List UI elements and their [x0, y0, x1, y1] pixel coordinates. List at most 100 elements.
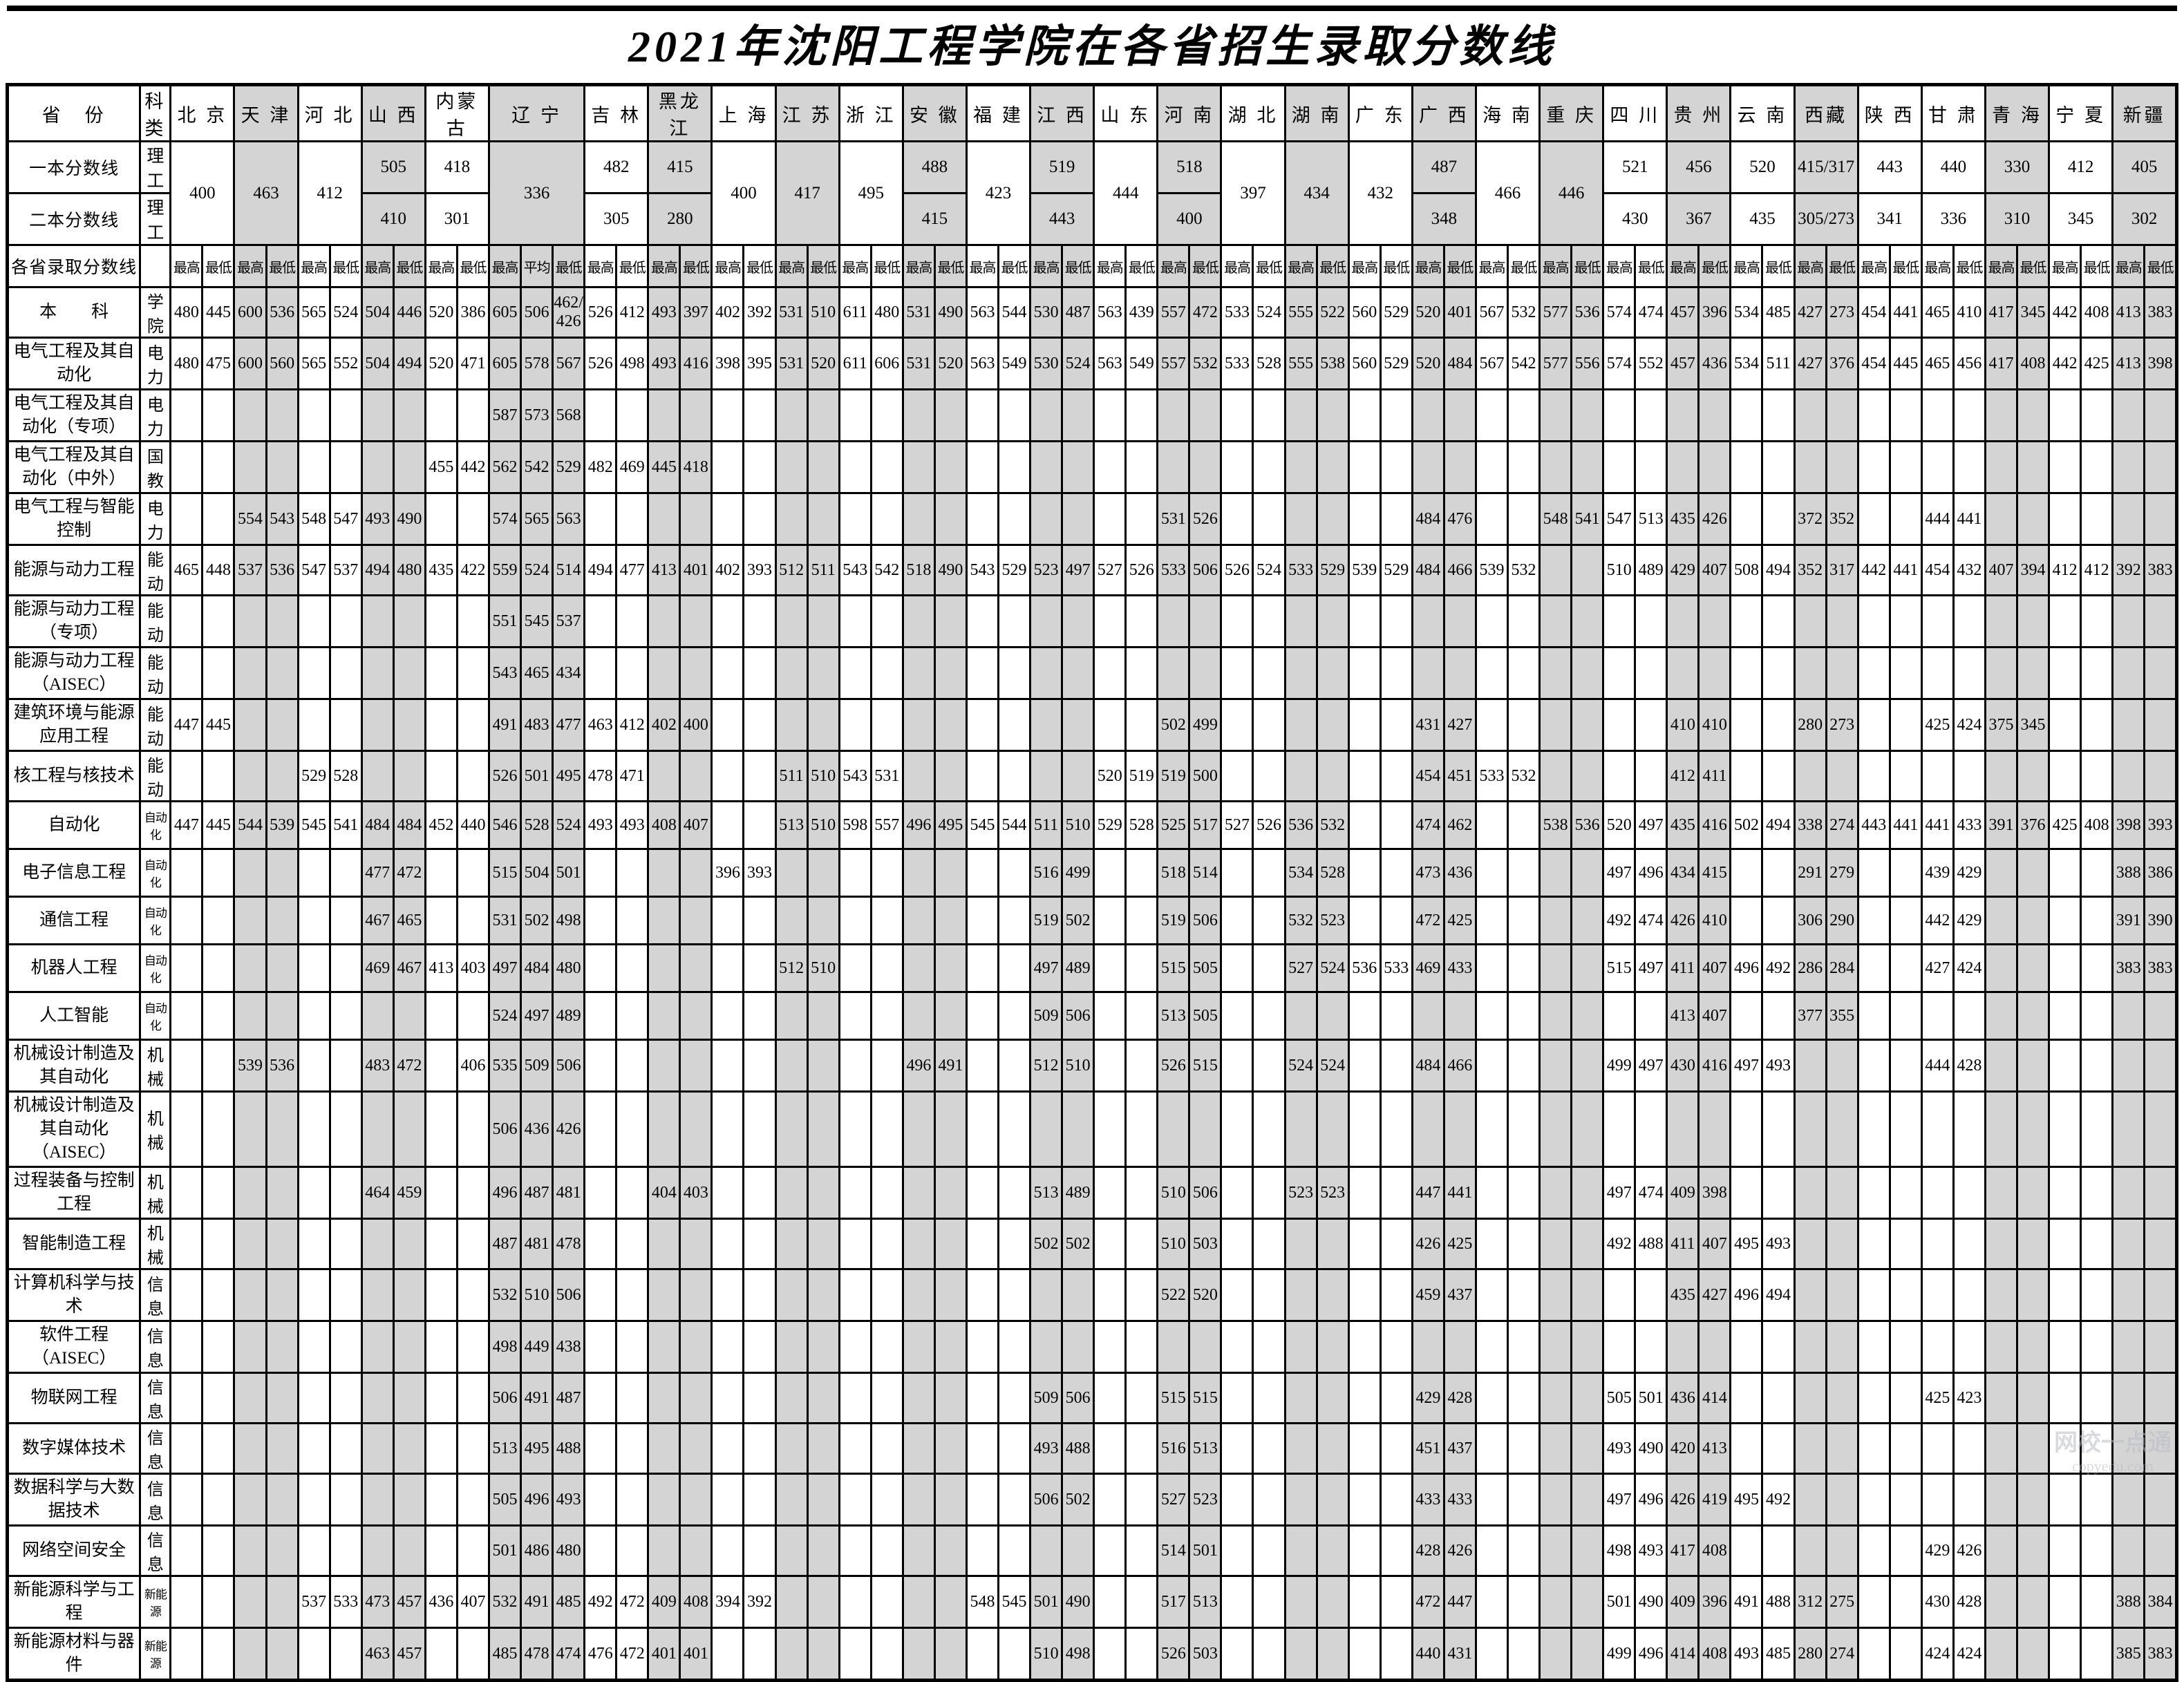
- score-cell: 513: [774, 800, 809, 850]
- score-cell: 554: [233, 492, 267, 546]
- batch-score: 412: [2048, 140, 2114, 194]
- score-cell: [965, 1372, 999, 1424]
- score-cell: [583, 594, 618, 648]
- score-cell: 436: [520, 1090, 554, 1168]
- score-cell: [201, 1372, 236, 1424]
- score-cell: [1474, 1372, 1509, 1424]
- score-cell: 538: [1315, 337, 1350, 390]
- score-cell: [933, 943, 968, 993]
- score-cell: [233, 848, 267, 898]
- score-cell: [1347, 1372, 1382, 1424]
- score-cell: 411: [1666, 943, 1700, 993]
- score-cell: [201, 492, 236, 546]
- score-cell: [1856, 440, 1891, 494]
- score-cell: 417: [1984, 286, 2018, 339]
- score-cell: [1793, 1524, 1827, 1577]
- score-cell: [1124, 1268, 1159, 1322]
- score-cell: [296, 646, 331, 700]
- score-cell: [169, 1524, 204, 1577]
- score-cell: 518: [1156, 848, 1191, 898]
- score-cell: [1538, 1166, 1573, 1220]
- score-cell: 515: [487, 848, 523, 898]
- score-cell: [1347, 1422, 1382, 1475]
- score-cell: [1124, 1422, 1159, 1475]
- score-cell: 372: [1793, 492, 1827, 546]
- score-cell: [1793, 1473, 1827, 1527]
- batch-score: 305: [583, 192, 650, 246]
- score-cell: 413: [2111, 337, 2146, 390]
- score-cell: [2080, 896, 2114, 945]
- score-cell: [647, 1524, 681, 1577]
- score-cell: 428: [1442, 1372, 1477, 1424]
- province-header: 西藏: [1793, 84, 1859, 142]
- score-cell: [1188, 388, 1223, 442]
- score-cell: 563: [552, 492, 586, 546]
- score-cell: [169, 848, 204, 898]
- score-cell: 345: [2015, 698, 2051, 752]
- score-cell: [933, 1372, 968, 1424]
- score-cell: [806, 1422, 840, 1475]
- score-cell: [169, 646, 204, 700]
- score-cell: 454: [1411, 750, 1445, 802]
- score-cell: [710, 1268, 745, 1322]
- score-cell: [2143, 646, 2178, 700]
- score-cell: [424, 1218, 458, 1270]
- major-name: 能源与动力工程: [6, 544, 142, 596]
- score-cell: [997, 1268, 1032, 1322]
- score-cell: 529: [296, 750, 331, 802]
- score-cell: [201, 991, 236, 1041]
- score-cell: [1315, 991, 1350, 1041]
- score-cell: [1315, 492, 1350, 546]
- batch-category: 理工: [139, 140, 172, 194]
- stat-subheader: 最高: [1602, 244, 1637, 288]
- score-cell: [679, 1039, 713, 1093]
- score-cell: 563: [1093, 286, 1127, 339]
- score-cell: [1888, 1268, 1923, 1322]
- score-cell: 524: [1252, 286, 1286, 339]
- score-cell: [201, 646, 236, 700]
- score-cell: 560: [1347, 286, 1382, 339]
- score-cell: [1379, 388, 1413, 442]
- score-cell: [806, 1166, 840, 1220]
- score-cell: 437: [1442, 1422, 1477, 1475]
- score-cell: [1315, 1627, 1350, 1681]
- score-cell: [1952, 594, 1986, 648]
- score-cell: [1506, 896, 1541, 945]
- score-cell: [1379, 594, 1413, 648]
- batch-score: 417: [774, 140, 840, 246]
- batch-score: 418: [424, 140, 490, 194]
- score-cell: [1474, 492, 1509, 546]
- batch-score: 495: [838, 140, 904, 246]
- score-cell: [1793, 594, 1827, 648]
- score-cell: [328, 1524, 363, 1577]
- score-cell: 436: [1666, 1372, 1700, 1424]
- score-cell: [1666, 1320, 1700, 1374]
- province-header: 内蒙古: [424, 84, 490, 142]
- score-cell: 522: [1156, 1268, 1191, 1322]
- score-cell: 447: [169, 800, 204, 850]
- score-cell: 563: [1093, 337, 1127, 390]
- score-cell: [296, 1090, 331, 1168]
- province-header: 江 苏: [774, 84, 840, 142]
- score-cell: 497: [487, 943, 523, 993]
- score-cell: [1379, 991, 1413, 1041]
- score-cell: [1761, 646, 1796, 700]
- score-cell: [1984, 1090, 2018, 1168]
- score-cell: [1124, 1166, 1159, 1220]
- score-cell: [1379, 492, 1413, 546]
- score-cell: [455, 1473, 490, 1527]
- score-cell: [169, 1422, 204, 1475]
- major-category: 机械: [139, 1218, 172, 1270]
- score-cell: [1220, 896, 1254, 945]
- score-cell: 414: [1666, 1627, 1700, 1681]
- score-cell: [869, 1627, 904, 1681]
- score-cell: 426: [1411, 1218, 1445, 1270]
- score-cell: [997, 1473, 1032, 1527]
- score-cell: [1825, 1218, 1859, 1270]
- score-cell: [583, 896, 618, 945]
- score-cell: [424, 1039, 458, 1093]
- score-cell: [806, 1524, 840, 1577]
- score-cell: [1315, 1268, 1350, 1322]
- score-cell: [265, 1090, 299, 1168]
- batch-score: 345: [2048, 192, 2114, 246]
